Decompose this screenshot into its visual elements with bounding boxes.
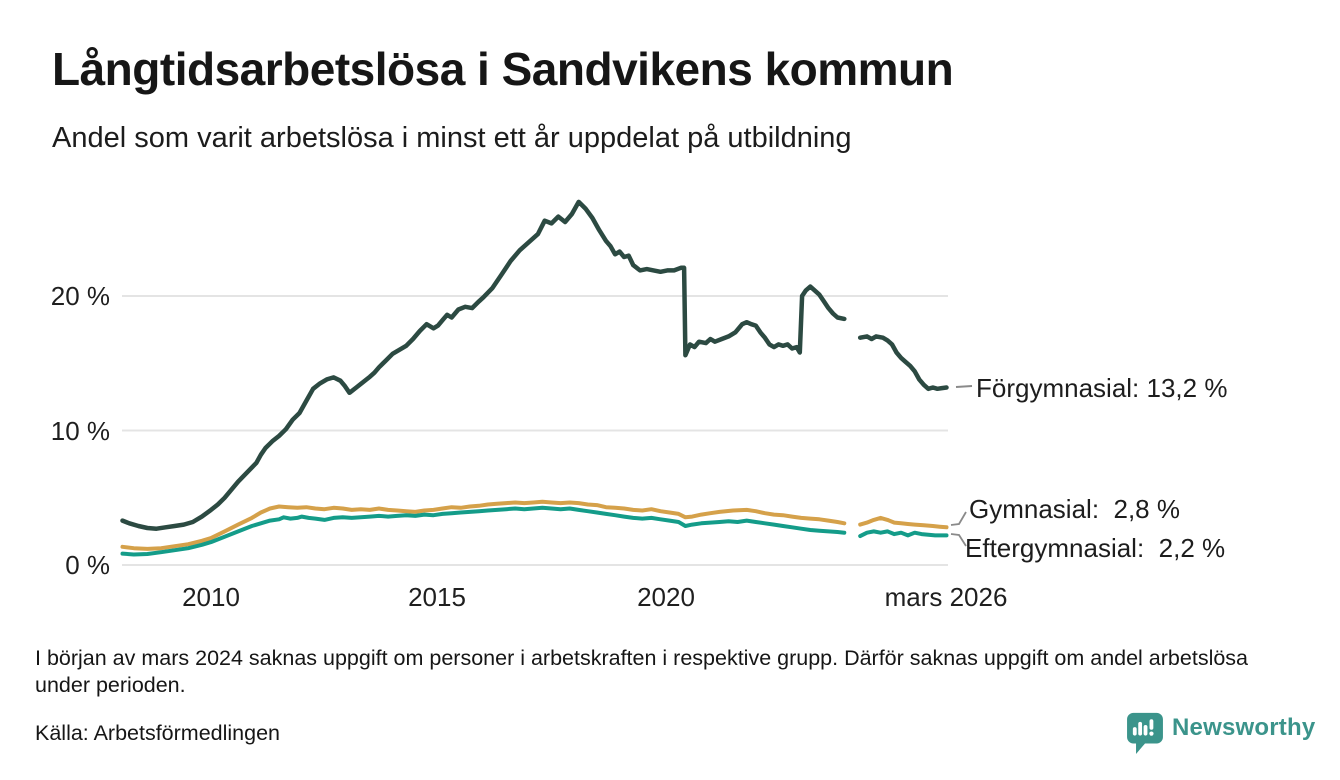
logo-exclamation-bar <box>1149 719 1154 730</box>
page-title: Långtidsarbetslösa i Sandvikens kommun <box>52 43 954 95</box>
x-tick-2010: 2010 <box>182 582 240 612</box>
newsworthy-wordmark: Newsworthy <box>1172 714 1316 741</box>
logo-exclamation-dot <box>1149 731 1154 736</box>
logo-bar-2 <box>1138 721 1143 736</box>
label-connector-eftergymnasial <box>950 533 967 547</box>
series-label-eftergymnasial: Eftergymnasial: 2,2 % <box>965 533 1226 563</box>
newsworthy-logo: Newsworthy <box>1126 711 1315 757</box>
y-tick-20: 20 % <box>50 281 110 311</box>
series-line-forgymnasial <box>120 199 949 531</box>
series-line-gymnasial <box>120 499 949 551</box>
logo-bar-3 <box>1143 725 1148 736</box>
x-tick-2020: 2020 <box>637 582 695 612</box>
series-line-eftergymnasial <box>120 505 949 557</box>
label-connector-forgymnasial <box>955 385 973 388</box>
y-tick-0: 0 % <box>65 550 110 580</box>
series-label-forgymnasial: Förgymnasial: 13,2 % <box>976 373 1228 403</box>
chart-subtitle: Andel som varit arbetslösa i minst ett å… <box>52 122 852 154</box>
source-text: Källa: Arbetsförmedlingen <box>35 721 281 745</box>
logo-bar-1 <box>1132 727 1137 736</box>
series-label-gymnasial: Gymnasial: 2,8 % <box>969 494 1180 524</box>
x-tick-2015: 2015 <box>408 582 466 612</box>
newsworthy-icon <box>1127 712 1163 755</box>
footnote: I början av mars 2024 saknas uppgift om … <box>35 646 1249 697</box>
x-tick-mars-2026: mars 2026 <box>884 582 1008 612</box>
y-tick-10: 10 % <box>50 416 110 446</box>
label-connector-gymnasial <box>950 511 967 526</box>
